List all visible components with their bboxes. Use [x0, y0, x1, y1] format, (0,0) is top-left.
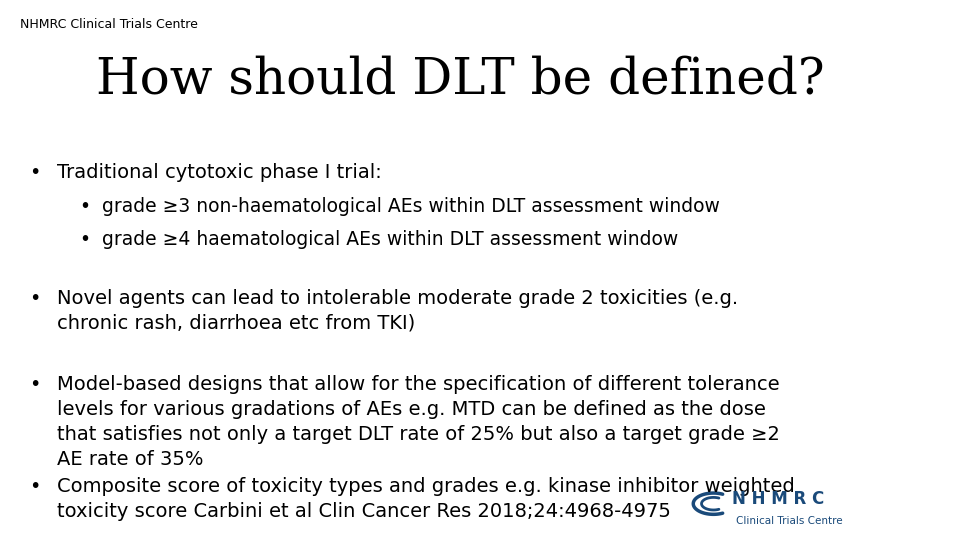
Text: Composite score of toxicity types and grades e.g. kinase inhibitor weighted
toxi: Composite score of toxicity types and gr… — [57, 477, 794, 521]
Text: Clinical Trials Centre: Clinical Trials Centre — [736, 516, 843, 526]
Text: •: • — [29, 375, 40, 394]
Text: •: • — [80, 230, 90, 249]
Text: •: • — [80, 198, 90, 217]
Text: NHMRC Clinical Trials Centre: NHMRC Clinical Trials Centre — [20, 17, 198, 30]
Text: N H M R C: N H M R C — [732, 490, 824, 508]
Text: Novel agents can lead to intolerable moderate grade 2 toxicities (e.g.
chronic r: Novel agents can lead to intolerable mod… — [57, 289, 737, 333]
Text: •: • — [29, 477, 40, 496]
Text: Model-based designs that allow for the specification of different tolerance
leve: Model-based designs that allow for the s… — [57, 375, 780, 469]
Text: grade ≥4 haematological AEs within DLT assessment window: grade ≥4 haematological AEs within DLT a… — [103, 230, 679, 249]
Text: How should DLT be defined?: How should DLT be defined? — [97, 55, 825, 105]
Text: •: • — [29, 289, 40, 308]
Text: Traditional cytotoxic phase I trial:: Traditional cytotoxic phase I trial: — [57, 163, 381, 181]
Text: •: • — [29, 163, 40, 181]
Text: grade ≥3 non-haematological AEs within DLT assessment window: grade ≥3 non-haematological AEs within D… — [103, 198, 720, 217]
